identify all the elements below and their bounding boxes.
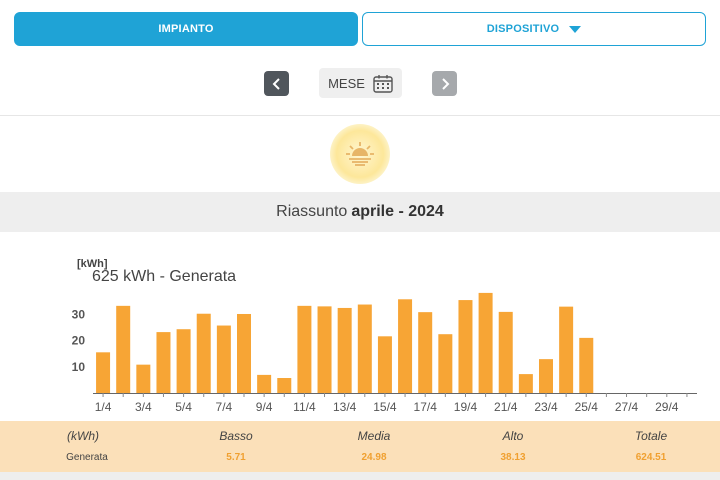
bottom-strip <box>0 472 720 480</box>
stats-value-total: 624.51 <box>635 452 667 463</box>
y-tick-label: 30 <box>72 307 86 321</box>
bar <box>96 352 111 393</box>
x-tick-label: 7/4 <box>216 400 233 414</box>
bar <box>277 378 292 393</box>
x-tick-label: 29/4 <box>655 400 679 414</box>
bar <box>257 374 272 393</box>
bar <box>458 300 473 393</box>
x-tick-label: 19/4 <box>454 400 478 414</box>
header-divider <box>0 115 720 116</box>
chart-title: 625 kWh - Generata <box>92 268 237 285</box>
x-tick-label: 25/4 <box>575 400 599 414</box>
bar <box>478 292 493 393</box>
stats-header-total: Totale <box>634 429 668 443</box>
x-tick-label: 13/4 <box>333 400 357 414</box>
bar <box>156 332 171 393</box>
tab-dispositivo[interactable]: DISPOSITIVO <box>362 12 706 46</box>
bar <box>398 299 413 393</box>
sunrise-icon <box>346 142 374 166</box>
bar <box>337 307 352 393</box>
bar <box>377 336 392 393</box>
period-selector[interactable]: MESE <box>319 68 402 98</box>
bar <box>559 306 574 393</box>
x-tick-label: 27/4 <box>615 400 639 414</box>
bar <box>116 305 131 393</box>
bar <box>498 311 513 393</box>
stats-row-label: Generata <box>66 452 108 463</box>
stats-header-avg: Media <box>357 429 391 443</box>
tab-impianto-label: IMPIANTO <box>158 23 214 35</box>
x-tick-label: 3/4 <box>135 400 152 414</box>
bar <box>418 312 433 393</box>
bar <box>176 329 191 393</box>
bar <box>357 304 372 393</box>
summary-period: aprile - 2024 <box>351 203 444 220</box>
bar <box>518 374 533 393</box>
chart-unit-label: [kWh] <box>77 258 108 270</box>
stats-table: (kWh) Basso Media Alto Totale Generata 5… <box>0 421 720 472</box>
stats-value-high: 38.13 <box>500 452 526 463</box>
x-tick-label: 17/4 <box>414 400 438 414</box>
x-tick-label: 23/4 <box>534 400 558 414</box>
stats-header-unit: (kWh) <box>67 429 99 443</box>
bar <box>196 313 211 393</box>
bar <box>579 337 594 393</box>
bar <box>317 306 332 393</box>
chevron-right-icon <box>441 77 449 90</box>
next-period-button[interactable] <box>432 71 457 96</box>
summary-prefix: Riassunto <box>276 203 348 220</box>
bar <box>539 359 553 393</box>
x-tick-label: 21/4 <box>494 400 518 414</box>
period-label: MESE <box>328 75 365 91</box>
bar <box>297 305 312 393</box>
bar <box>136 364 151 393</box>
summary-bar: Riassunto aprile - 2024 <box>0 192 720 232</box>
x-tick-label: 1/4 <box>95 400 112 414</box>
generation-bar-chart: 10 20 30 1/4 3/4 5/4 7/4 9/4 11/4 13/4 15/4 17/4 19/… <box>72 292 697 414</box>
chevron-left-icon <box>272 77 280 90</box>
x-tick-label: 15/4 <box>373 400 397 414</box>
tab-impianto[interactable]: IMPIANTO <box>14 12 358 46</box>
bar <box>438 334 453 393</box>
weather-badge <box>330 124 390 184</box>
y-tick-label: 20 <box>72 334 86 348</box>
x-tick-label: 5/4 <box>175 400 192 414</box>
stats-header-low: Basso <box>219 429 253 443</box>
calendar-icon <box>373 74 393 93</box>
y-tick-label: 10 <box>72 360 86 374</box>
chevron-down-icon <box>569 25 582 33</box>
bar <box>237 313 251 393</box>
stats-value-low: 5.71 <box>226 452 246 463</box>
tab-dispositivo-label: DISPOSITIVO <box>486 23 560 35</box>
stats-header-high: Alto <box>502 429 524 443</box>
x-tick-label: 9/4 <box>256 400 273 414</box>
stats-value-avg: 24.98 <box>361 452 387 463</box>
bar <box>216 325 231 393</box>
x-tick-label: 11/4 <box>293 400 316 414</box>
previous-period-button[interactable] <box>264 71 289 96</box>
